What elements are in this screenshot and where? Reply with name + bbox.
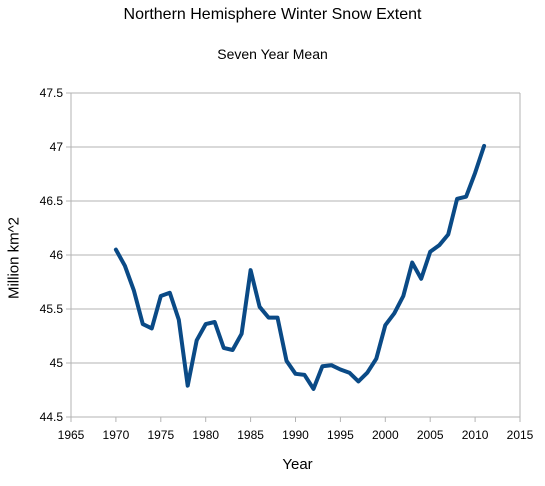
x-tick-label: 1990 bbox=[282, 428, 309, 442]
x-tick-label: 2000 bbox=[372, 428, 399, 442]
x-tick-label: 1965 bbox=[58, 428, 85, 442]
y-tick-label: 46.5 bbox=[40, 194, 64, 208]
chart-title: Northern Hemisphere Winter Snow Extent bbox=[123, 6, 422, 23]
x-tick-label: 2005 bbox=[417, 428, 444, 442]
series-line bbox=[113, 143, 487, 391]
x-tick-label: 1975 bbox=[147, 428, 174, 442]
y-tick-label: 47 bbox=[50, 140, 64, 154]
x-tick-label: 1980 bbox=[192, 428, 219, 442]
y-tick-label: 44.5 bbox=[40, 410, 64, 424]
x-axis-title: Year bbox=[282, 456, 313, 473]
x-tick-label: 1970 bbox=[103, 428, 130, 442]
x-tick-label: 2010 bbox=[462, 428, 489, 442]
y-tick-label: 46 bbox=[50, 248, 64, 262]
y-tick-label: 45.5 bbox=[40, 302, 64, 316]
x-tick-label: 2015 bbox=[507, 428, 534, 442]
x-tick-label: 1995 bbox=[327, 428, 354, 442]
y-tick-label: 45 bbox=[50, 356, 64, 370]
x-tick-label: 1985 bbox=[237, 428, 264, 442]
chart-subtitle: Seven Year Mean bbox=[217, 46, 328, 62]
y-tick-label: 47.5 bbox=[40, 86, 64, 100]
